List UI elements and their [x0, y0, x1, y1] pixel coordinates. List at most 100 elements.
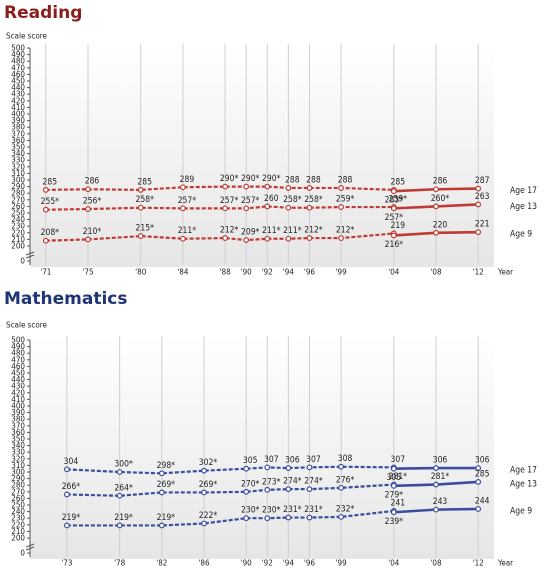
y-tick-label: 360 — [11, 136, 25, 145]
value-label: 289 — [180, 175, 195, 185]
value-label: 279* — [385, 490, 404, 500]
point — [137, 233, 144, 240]
value-label: 306 — [285, 456, 300, 466]
value-label: 285 — [475, 469, 490, 479]
point — [180, 184, 186, 191]
point — [306, 204, 313, 211]
y-tick-label: 500 — [11, 44, 25, 53]
point — [475, 201, 482, 208]
x-tick-label: '71 — [40, 268, 51, 277]
point — [390, 465, 397, 472]
value-label: 305 — [387, 473, 402, 483]
value-label: 307 — [264, 455, 279, 465]
value-label: 257* — [178, 196, 197, 206]
y-tick-label: 490 — [11, 50, 25, 59]
point — [475, 465, 482, 471]
y-tick-label: 460 — [11, 362, 25, 371]
point — [264, 203, 271, 210]
point — [285, 204, 292, 211]
point — [285, 465, 292, 471]
y-tick-label: 270 — [11, 195, 25, 204]
value-label: 290* — [262, 174, 281, 184]
value-label: 230* — [262, 506, 281, 516]
value-label: 258* — [136, 195, 155, 205]
x-tick-label: '12 — [473, 559, 484, 568]
value-label: 257* — [220, 196, 239, 206]
y-tick-label: 310 — [11, 169, 25, 178]
x-axis-label: Year — [497, 268, 513, 277]
y-tick-label: 260 — [11, 202, 25, 211]
value-label: 304 — [64, 457, 79, 467]
value-label: 215* — [136, 224, 155, 234]
y-tick-label: 390 — [11, 116, 25, 125]
chart-title: Mathematics — [4, 289, 127, 309]
value-label: 283* — [385, 196, 404, 206]
y-tick-label: 380 — [11, 415, 25, 424]
y-tick-label: 330 — [11, 156, 25, 165]
point — [42, 206, 49, 213]
y-tick-label: 230 — [11, 222, 25, 231]
value-label: 269* — [157, 480, 176, 490]
point — [222, 205, 228, 212]
point — [85, 206, 91, 212]
point — [306, 464, 313, 471]
value-label: 285 — [391, 177, 406, 187]
y-tick-label: 350 — [11, 143, 25, 152]
value-label: 209* — [241, 228, 260, 238]
x-tick-label: '94 — [283, 268, 295, 277]
value-label: 290* — [241, 174, 260, 184]
series-label: Age 17 — [510, 186, 537, 196]
point — [433, 203, 439, 210]
x-tick-label: '90 — [241, 268, 253, 277]
point — [475, 479, 482, 485]
point — [433, 229, 439, 236]
value-label: 285 — [137, 177, 152, 187]
y-tick-label: 400 — [11, 402, 25, 411]
value-label: 231* — [283, 505, 302, 515]
series-label: Age 9 — [510, 506, 532, 516]
value-label: 287 — [475, 176, 490, 186]
y-tick-label: 320 — [11, 162, 25, 171]
y-tick-label: 490 — [11, 342, 25, 351]
point — [264, 235, 271, 242]
y-tick-label: 200 — [11, 242, 25, 251]
value-label: 219* — [114, 513, 133, 523]
value-label: 258* — [304, 195, 323, 205]
x-tick-label: '73 — [61, 559, 72, 568]
y-axis-label: Scale score — [6, 32, 48, 41]
y-tick-label: 210 — [11, 527, 25, 536]
point — [116, 522, 123, 529]
value-label: 263 — [475, 192, 490, 202]
y-tick-label: 440 — [11, 375, 25, 384]
value-label: 264* — [114, 483, 133, 493]
value-label: 222* — [199, 511, 218, 521]
point — [306, 185, 313, 191]
y-tick-label: 500 — [11, 336, 25, 345]
point — [85, 186, 91, 193]
y-tick-label: 480 — [11, 349, 25, 358]
point — [338, 185, 344, 191]
y-tick-label: 410 — [11, 103, 25, 112]
y-tick-label: 0 — [20, 257, 25, 266]
y-axis-label: Scale score — [6, 321, 48, 330]
point — [158, 522, 165, 529]
y-tick-label: 280 — [11, 189, 25, 198]
point — [158, 489, 165, 496]
y-tick-label: 380 — [11, 123, 25, 132]
value-label: 259* — [336, 195, 355, 205]
point — [475, 185, 482, 192]
y-tick-label: 360 — [11, 428, 25, 437]
y-tick-label: 290 — [11, 474, 25, 483]
y-tick-label: 400 — [11, 110, 25, 119]
value-label: 212* — [220, 226, 239, 236]
y-tick-label: 210 — [11, 235, 25, 244]
x-tick-label: '88 — [220, 268, 232, 277]
x-tick-label: '04 — [388, 559, 400, 568]
value-label: 305 — [243, 456, 258, 466]
y-tick-label: 240 — [11, 215, 25, 224]
value-label: 210* — [83, 227, 102, 237]
point — [64, 522, 70, 529]
y-tick-label: 420 — [11, 388, 25, 397]
y-tick-label: 200 — [11, 534, 25, 543]
